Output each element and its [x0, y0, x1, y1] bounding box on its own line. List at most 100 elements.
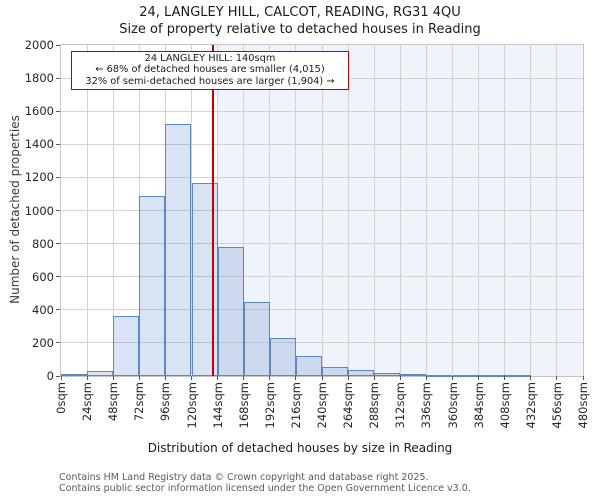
histogram-bar — [243, 301, 270, 376]
chart-title: 24, LANGLEY HILL, CALCOT, READING, RG31 … — [139, 5, 461, 20]
histogram-bar — [295, 356, 322, 376]
x-tick-mark — [504, 376, 506, 380]
x-tick-label: 360sqm — [445, 382, 460, 429]
grid-line-horizontal — [61, 276, 583, 278]
histogram-bar — [426, 375, 453, 378]
y-tick-mark — [56, 44, 60, 46]
x-tick-label: 216sqm — [288, 382, 303, 429]
x-tick-label: 432sqm — [523, 382, 538, 429]
histogram-bar — [61, 374, 88, 377]
x-tick-mark — [164, 376, 166, 380]
grid-line-horizontal — [61, 309, 583, 311]
x-tick-label: 240sqm — [315, 382, 329, 429]
histogram-bar — [478, 375, 505, 378]
y-tick-mark — [56, 143, 60, 145]
x-tick-mark — [86, 376, 88, 380]
histogram-bar — [113, 316, 140, 376]
x-tick-mark — [217, 376, 219, 380]
x-tick-label: 0sqm — [54, 382, 68, 414]
x-tick-label: 384sqm — [471, 382, 486, 429]
x-tick-label: 192sqm — [262, 382, 277, 429]
x-tick-mark — [321, 376, 323, 380]
histogram-bar — [504, 375, 531, 378]
plot-area: 0sqm 24sqm 48sqm 72sqm 96sqm 120sqm 144sqm 168s… — [25, 38, 590, 428]
histogram-bar — [217, 246, 244, 376]
y-tick-label: 800 — [32, 236, 54, 251]
y-tick-label: 1600 — [24, 104, 54, 119]
grid-line-horizontal — [61, 110, 583, 112]
x-tick-label: 48sqm — [106, 382, 121, 422]
histogram-bar — [87, 371, 114, 376]
x-tick-label: 168sqm — [236, 382, 251, 429]
histogram-bar — [269, 337, 296, 376]
grid-line-horizontal — [61, 176, 583, 178]
annotation-line-1: 24 LANGLEY HILL: 140sqm — [144, 53, 276, 64]
annotation-box: 24 LANGLEY HILL: 140sqm ← 68% of detache… — [71, 51, 349, 91]
y-tick-label: 1400 — [24, 137, 54, 152]
y-tick-mark — [56, 309, 60, 311]
histogram-bar — [139, 195, 166, 376]
histogram-bar — [452, 375, 479, 378]
y-tick-mark — [56, 176, 60, 178]
x-tick-label: 96sqm — [158, 382, 173, 422]
x-tick-mark — [112, 376, 114, 380]
footer-line-2: Contains public sector information licen… — [59, 483, 471, 494]
x-tick-label: 72sqm — [132, 382, 147, 422]
chart-subtitle: Size of property relative to detached ho… — [119, 22, 481, 37]
y-tick-mark — [56, 276, 60, 278]
y-tick-mark — [56, 243, 60, 245]
y-tick-mark — [56, 342, 60, 344]
annotation-line-3: 32% of semi-detached houses are larger (… — [85, 75, 335, 87]
x-tick-mark — [60, 376, 62, 380]
x-tick-mark — [399, 376, 401, 380]
x-tick-mark — [347, 376, 349, 380]
x-axis-label: Distribution of detached houses by size … — [147, 441, 453, 455]
x-tick-label: 336sqm — [419, 382, 434, 429]
histogram-bar — [400, 373, 427, 376]
x-tick-label: 144sqm — [210, 382, 225, 429]
y-tick-label: 600 — [32, 269, 54, 284]
x-tick-mark — [191, 376, 192, 380]
x-tick-mark — [295, 376, 297, 380]
x-tick-mark — [452, 376, 453, 380]
x-tick-label: 24sqm — [80, 382, 95, 422]
footer-line-1: Contains HM Land Registry data © Crown c… — [59, 472, 429, 483]
x-tick-mark — [138, 376, 140, 380]
histogram-bar — [322, 366, 349, 376]
x-tick-mark — [269, 376, 271, 380]
annotation-line-2: ← 68% of detached houses are smaller (4,… — [95, 64, 325, 76]
grid-line-horizontal — [61, 143, 583, 145]
histogram-bar — [165, 124, 192, 376]
y-tick-mark — [56, 210, 60, 211]
x-tick-mark — [530, 376, 532, 380]
x-tick-mark — [556, 376, 558, 380]
y-tick-label: 200 — [32, 335, 54, 350]
x-tick-mark — [582, 376, 584, 380]
y-tick-label: 0 — [46, 369, 54, 383]
x-tick-mark — [478, 376, 480, 380]
x-tick-label: 288sqm — [367, 382, 382, 429]
y-tick-mark — [56, 110, 60, 112]
x-tick-label: 480sqm — [576, 382, 590, 429]
x-tick-mark — [243, 376, 245, 380]
x-tick-label: 120sqm — [184, 382, 199, 429]
x-tick-label: 456sqm — [549, 382, 564, 429]
x-tick-label: 408sqm — [497, 382, 512, 429]
y-tick-mark — [56, 375, 60, 377]
grid-line-horizontal — [61, 342, 583, 344]
grid-line-horizontal — [61, 243, 583, 245]
x-tick-mark — [373, 376, 375, 380]
x-tick-mark — [425, 376, 427, 380]
grid-line-horizontal — [61, 210, 583, 211]
y-tick-label: 400 — [32, 302, 54, 317]
y-tick-label: 1000 — [24, 203, 54, 218]
y-tick-label: 2000 — [24, 38, 54, 52]
x-tick-label: 312sqm — [393, 382, 408, 429]
histogram-bar — [374, 372, 401, 376]
x-tick-label: 264sqm — [341, 382, 356, 429]
histogram-bar — [348, 370, 375, 376]
y-tick-label: 1800 — [24, 71, 54, 86]
marker-line — [212, 45, 215, 376]
y-tick-label: 1200 — [24, 170, 54, 185]
y-tick-mark — [56, 77, 60, 79]
